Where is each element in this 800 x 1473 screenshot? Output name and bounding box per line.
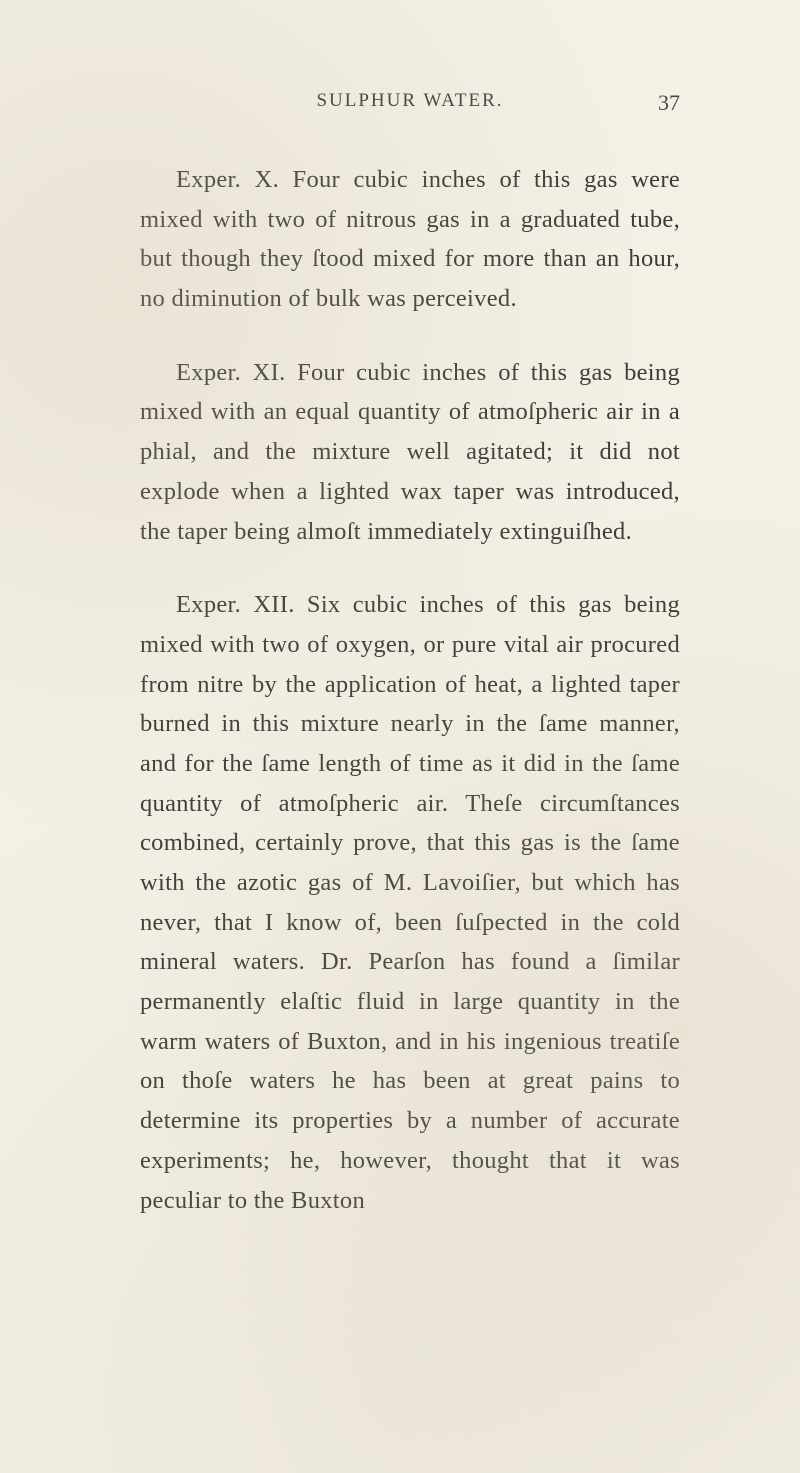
running-title: SULPHUR WATER. — [316, 90, 503, 112]
running-head: SULPHUR WATER. 37 — [140, 90, 680, 112]
paragraph-exper-xii: Exper. XII. Six cubic inches of this gas… — [140, 585, 680, 1220]
book-page: SULPHUR WATER. 37 Exper. X. Four cubic i… — [0, 0, 800, 1473]
paragraph-exper-x: Exper. X. Four cubic inches of this gas … — [140, 160, 680, 319]
paragraph-exper-xi: Exper. XI. Four cubic inches of this gas… — [140, 353, 680, 551]
page-number: 37 — [658, 90, 680, 116]
